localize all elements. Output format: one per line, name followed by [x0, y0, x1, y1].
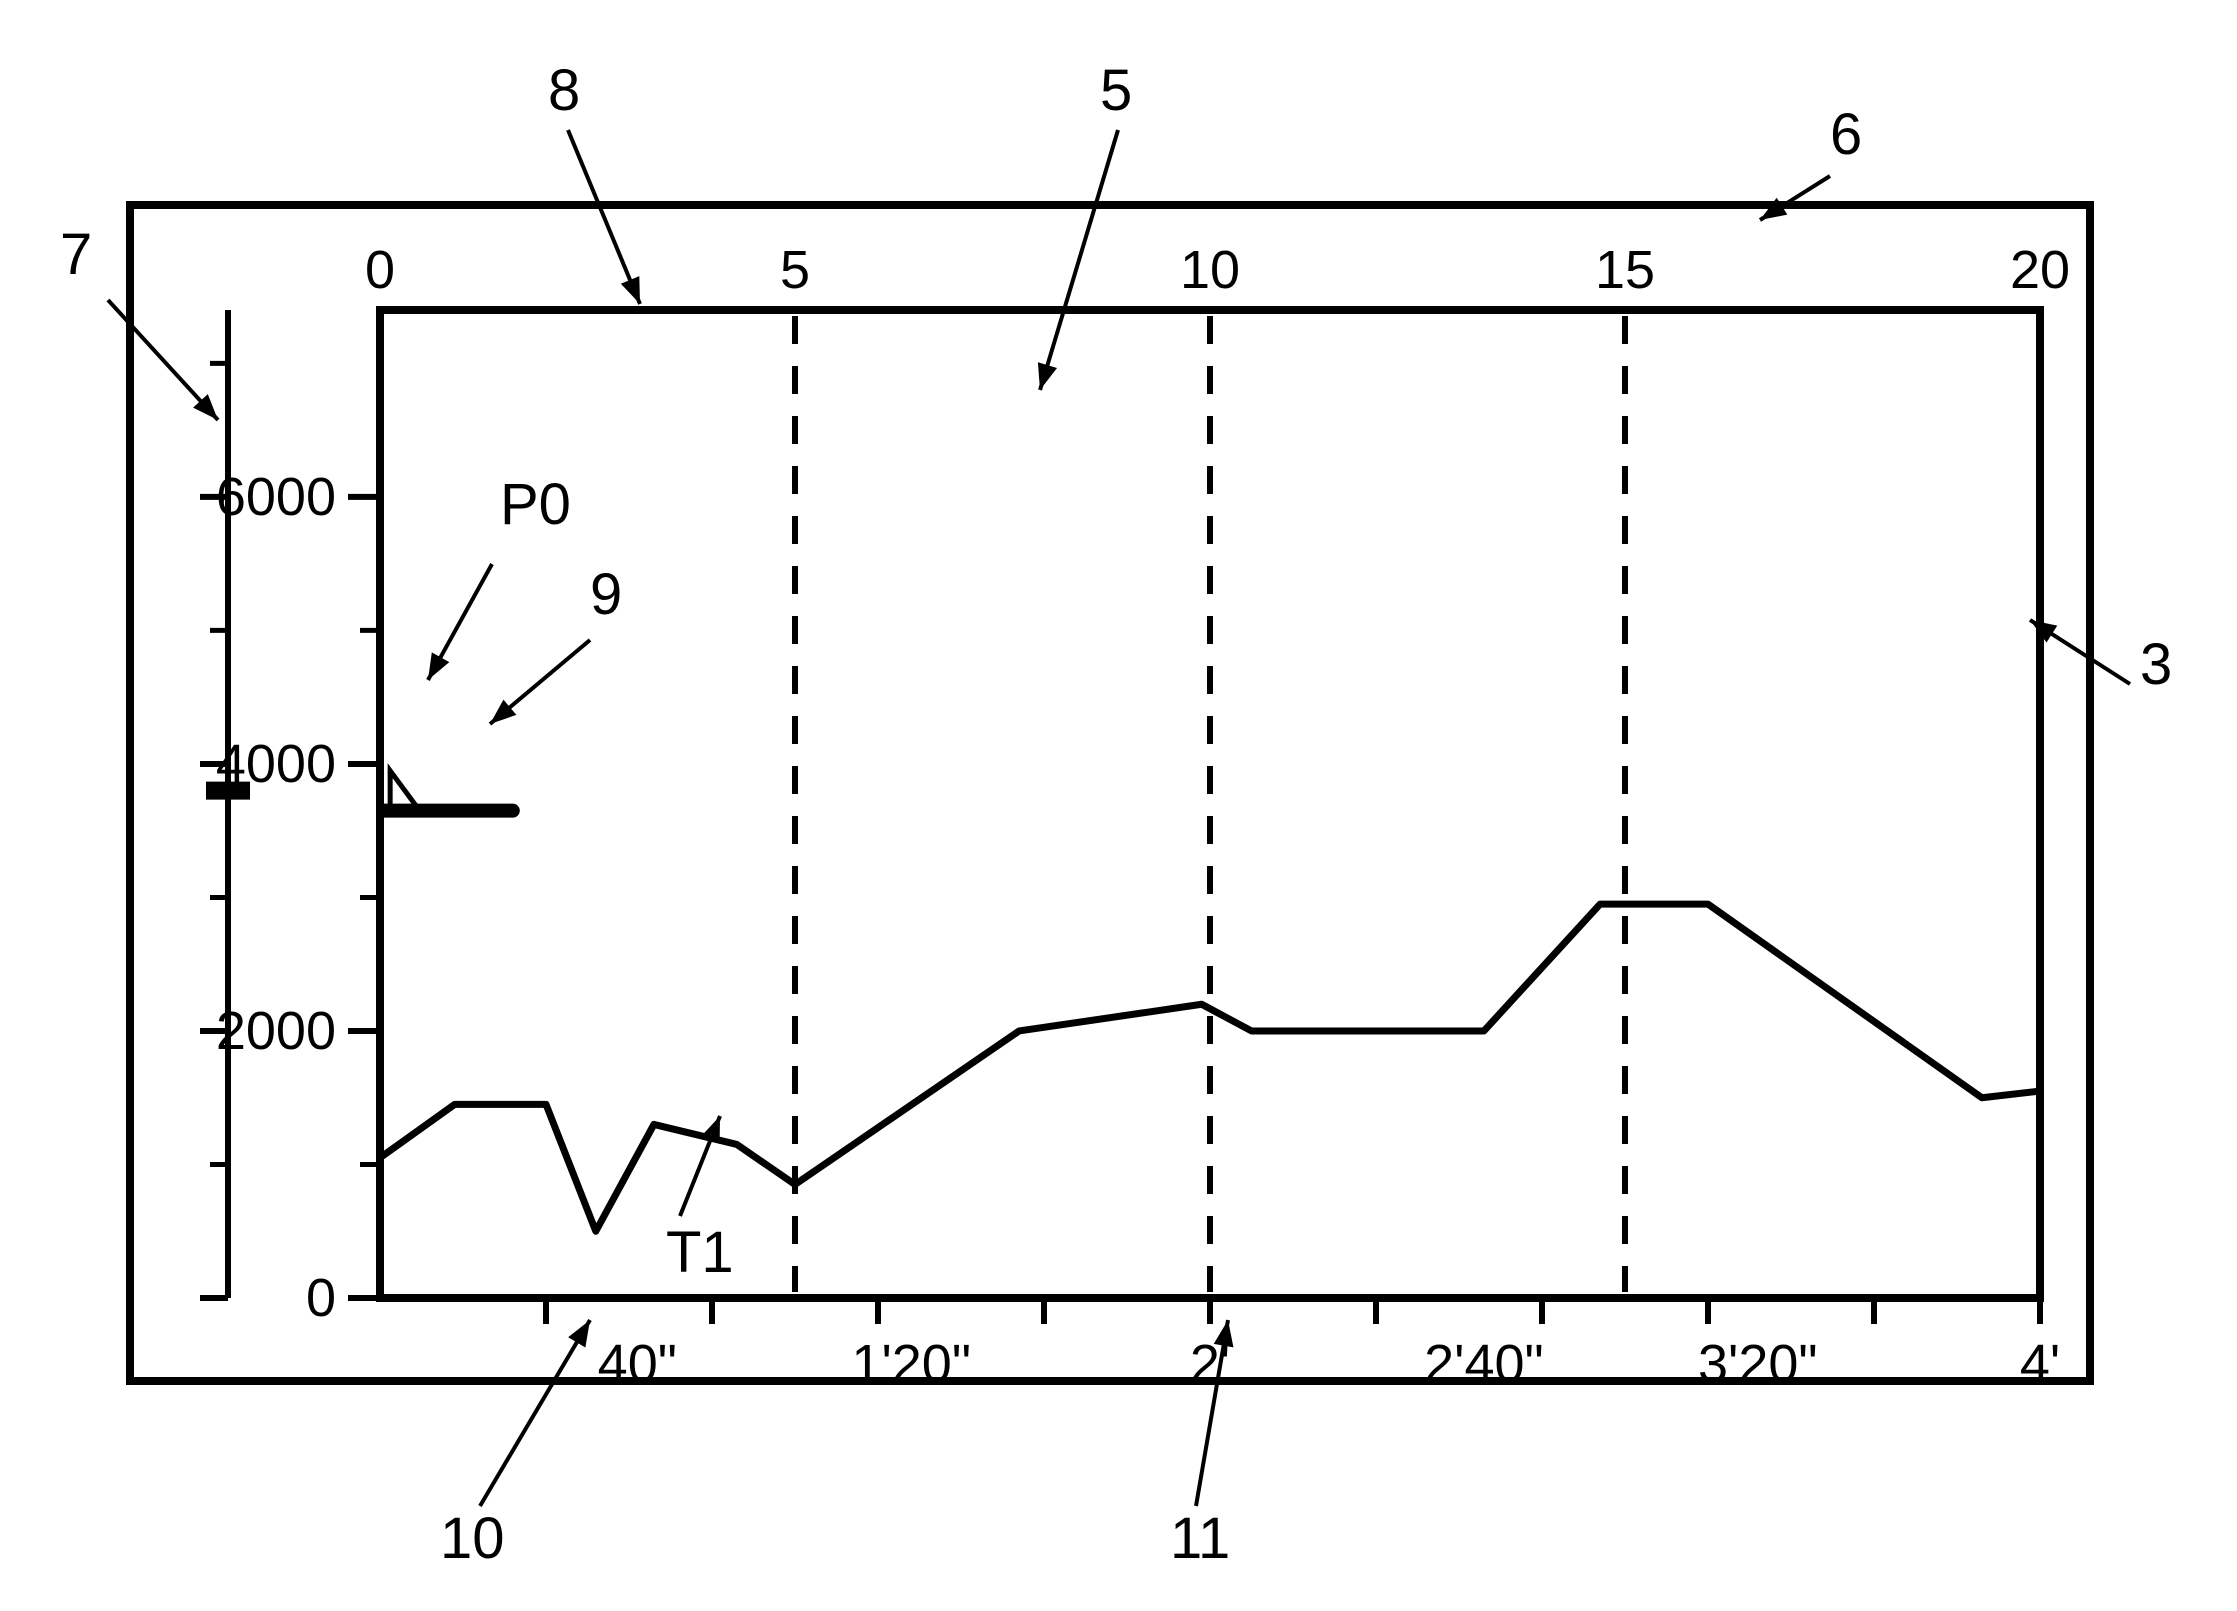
callout-label-11: 11 [1170, 1506, 1230, 1571]
y-tick-label: 0 [306, 1268, 336, 1328]
y-tick-label: 6000 [216, 467, 336, 527]
x-bottom-label: 40" [598, 1334, 677, 1394]
x-top-label: 5 [780, 240, 810, 300]
callout-label-3: 3 [2140, 632, 2172, 697]
callout-label-10: 10 [440, 1506, 505, 1571]
x-bottom-label: 2'40" [1424, 1334, 1544, 1394]
x-top-label: 10 [1180, 240, 1240, 300]
x-bottom-label: 3'20" [1698, 1334, 1818, 1394]
callout-label-P0: P0 [500, 472, 571, 537]
callout-label-6: 6 [1830, 102, 1862, 167]
callout-label-T1: T1 [666, 1220, 734, 1285]
y-tick-label: 2000 [216, 1001, 336, 1061]
x-top-label: 0 [365, 240, 395, 300]
x-bottom-label: 1'20" [851, 1334, 971, 1394]
callout-label-9: 9 [590, 562, 622, 627]
x-top-label: 20 [2010, 240, 2070, 300]
callout-label-8: 8 [548, 58, 580, 123]
x-top-label: 15 [1595, 240, 1655, 300]
callout-label-7: 7 [60, 222, 92, 287]
x-bottom-label: 4' [2020, 1334, 2060, 1394]
callout-label-5: 5 [1100, 58, 1132, 123]
